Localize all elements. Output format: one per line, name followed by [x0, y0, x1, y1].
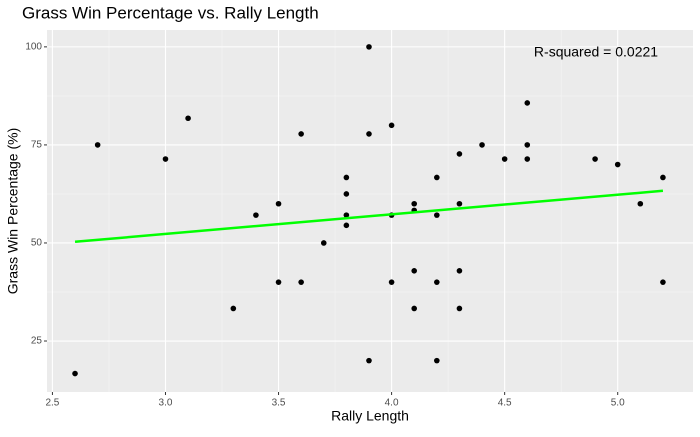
point	[501, 156, 508, 162]
panel	[47, 30, 693, 392]
point	[456, 200, 463, 207]
point	[456, 305, 463, 312]
point	[524, 156, 531, 162]
y-tick-label: 50	[31, 238, 43, 249]
point	[185, 115, 191, 122]
point	[298, 279, 304, 285]
point	[275, 200, 282, 207]
point	[275, 279, 282, 285]
point	[343, 174, 350, 181]
x-tick-label: 4.5	[498, 398, 512, 409]
point	[366, 44, 372, 50]
point	[479, 142, 485, 148]
point	[524, 142, 531, 148]
point	[434, 212, 440, 218]
point	[411, 200, 418, 207]
point	[434, 279, 440, 285]
point	[524, 100, 531, 106]
chart-title: Grass Win Percentage vs. Rally Length	[22, 3, 319, 22]
point	[343, 191, 350, 197]
point	[230, 305, 237, 312]
trend-line	[74, 189, 664, 244]
x-tick-label: 2.5	[45, 398, 59, 409]
point	[660, 279, 666, 285]
y-tick-label: 100	[25, 42, 42, 53]
point	[637, 200, 644, 207]
point	[94, 142, 101, 148]
point	[366, 131, 372, 137]
point	[456, 268, 463, 274]
point	[253, 212, 259, 218]
point	[388, 279, 395, 285]
x-tick-label: 5.0	[611, 398, 625, 409]
point	[320, 240, 327, 246]
point	[162, 156, 169, 162]
point	[456, 151, 463, 157]
point	[72, 370, 78, 377]
point	[366, 357, 372, 364]
point	[411, 268, 418, 274]
point	[614, 161, 621, 168]
point	[434, 357, 440, 364]
point	[343, 212, 350, 218]
x-axis-label: Rally Length	[331, 408, 409, 424]
point	[592, 156, 598, 162]
x-tick-label: 3.0	[159, 398, 173, 409]
annotation: R-squared = 0.0221	[534, 44, 658, 60]
x-tick-label: 3.5	[272, 398, 286, 409]
point	[298, 131, 304, 137]
point	[434, 174, 440, 181]
y-axis-label: Grass Win Percentage (%)	[5, 128, 21, 295]
x-tick-label: 4.0	[385, 398, 399, 409]
point	[411, 305, 418, 312]
y-tick-label: 25	[31, 336, 43, 347]
y-tick-label: 75	[31, 140, 43, 151]
point	[388, 122, 395, 129]
point	[660, 174, 666, 181]
point	[343, 222, 350, 229]
